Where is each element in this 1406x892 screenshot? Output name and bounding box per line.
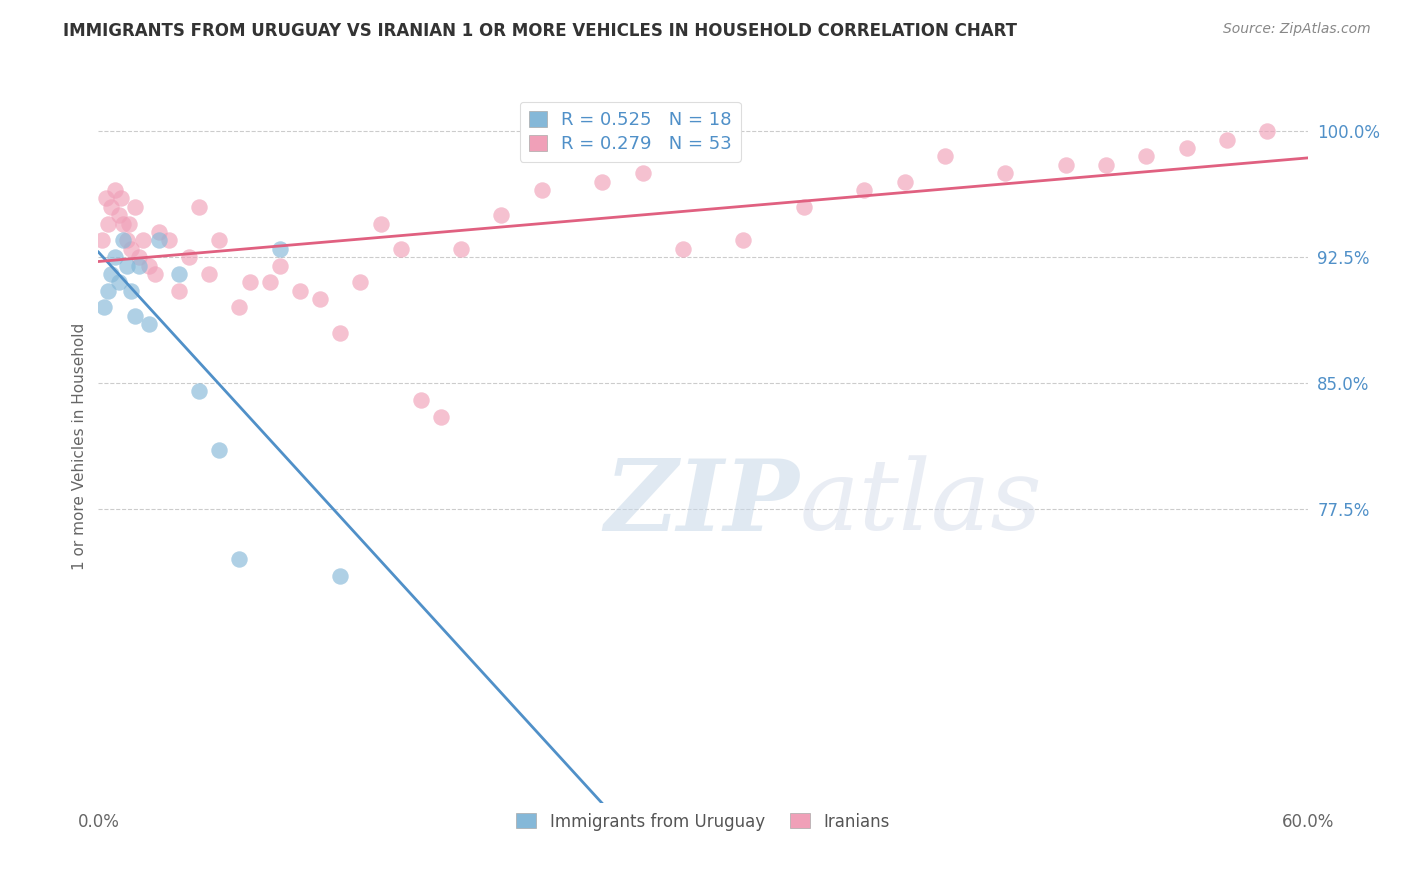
Point — [208, 233, 231, 247]
Point — [793, 200, 815, 214]
Point — [198, 267, 221, 281]
Point — [228, 301, 250, 315]
Point — [1135, 149, 1157, 163]
Point — [124, 200, 146, 214]
Point — [288, 284, 311, 298]
Point — [1095, 158, 1118, 172]
Point — [118, 217, 141, 231]
Point — [103, 183, 125, 197]
Point — [107, 275, 129, 289]
Point — [934, 149, 956, 163]
Point — [132, 233, 155, 247]
Point — [994, 166, 1017, 180]
Point — [188, 384, 211, 399]
Point — [450, 242, 472, 256]
Point — [370, 217, 392, 231]
Point — [103, 250, 125, 264]
Point — [239, 275, 262, 289]
Point — [1054, 158, 1077, 172]
Point — [115, 233, 138, 247]
Point — [157, 233, 180, 247]
Point — [893, 175, 915, 189]
Text: atlas: atlas — [800, 456, 1042, 550]
Point — [128, 250, 150, 264]
Point — [110, 191, 132, 205]
Point — [1175, 141, 1198, 155]
Point — [148, 233, 170, 247]
Point — [100, 267, 122, 281]
Point — [128, 259, 150, 273]
Point — [138, 259, 160, 273]
Point — [269, 242, 291, 256]
Point — [96, 191, 118, 205]
Point — [124, 309, 146, 323]
Text: IMMIGRANTS FROM URUGUAY VS IRANIAN 1 OR MORE VEHICLES IN HOUSEHOLD CORRELATION C: IMMIGRANTS FROM URUGUAY VS IRANIAN 1 OR … — [63, 22, 1018, 40]
Point — [430, 409, 453, 424]
Point — [1216, 132, 1239, 146]
Point — [733, 233, 755, 247]
Point — [672, 242, 695, 256]
Point — [409, 392, 432, 407]
Point — [91, 233, 114, 247]
Point — [853, 183, 876, 197]
Point — [269, 259, 291, 273]
Point — [591, 175, 613, 189]
Point — [148, 225, 170, 239]
Y-axis label: 1 or more Vehicles in Household: 1 or more Vehicles in Household — [72, 322, 87, 570]
Point — [530, 183, 553, 197]
Point — [97, 217, 120, 231]
Legend: Immigrants from Uruguay, Iranians: Immigrants from Uruguay, Iranians — [510, 806, 896, 838]
Text: ZIP: ZIP — [605, 455, 800, 551]
Point — [259, 275, 281, 289]
Point — [329, 326, 352, 340]
Point — [167, 284, 190, 298]
Point — [111, 233, 134, 247]
Point — [228, 552, 250, 566]
Point — [120, 242, 142, 256]
Point — [309, 292, 332, 306]
Point — [111, 217, 134, 231]
Point — [491, 208, 513, 222]
Point — [100, 200, 122, 214]
Point — [349, 275, 371, 289]
Point — [208, 443, 231, 458]
Point — [1256, 124, 1278, 138]
Point — [389, 242, 412, 256]
Point — [120, 284, 142, 298]
Point — [143, 267, 166, 281]
Point — [631, 166, 654, 180]
Point — [329, 569, 352, 583]
Point — [188, 200, 211, 214]
Point — [115, 259, 138, 273]
Point — [138, 318, 160, 332]
Text: Source: ZipAtlas.com: Source: ZipAtlas.com — [1223, 22, 1371, 37]
Point — [107, 208, 129, 222]
Point — [97, 284, 120, 298]
Point — [93, 301, 115, 315]
Point — [179, 250, 201, 264]
Point — [167, 267, 190, 281]
